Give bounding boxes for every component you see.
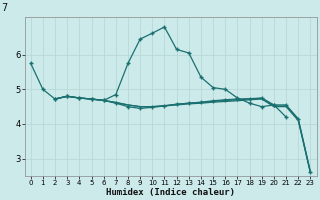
Text: 7: 7 [1, 3, 7, 13]
X-axis label: Humidex (Indice chaleur): Humidex (Indice chaleur) [106, 188, 235, 197]
